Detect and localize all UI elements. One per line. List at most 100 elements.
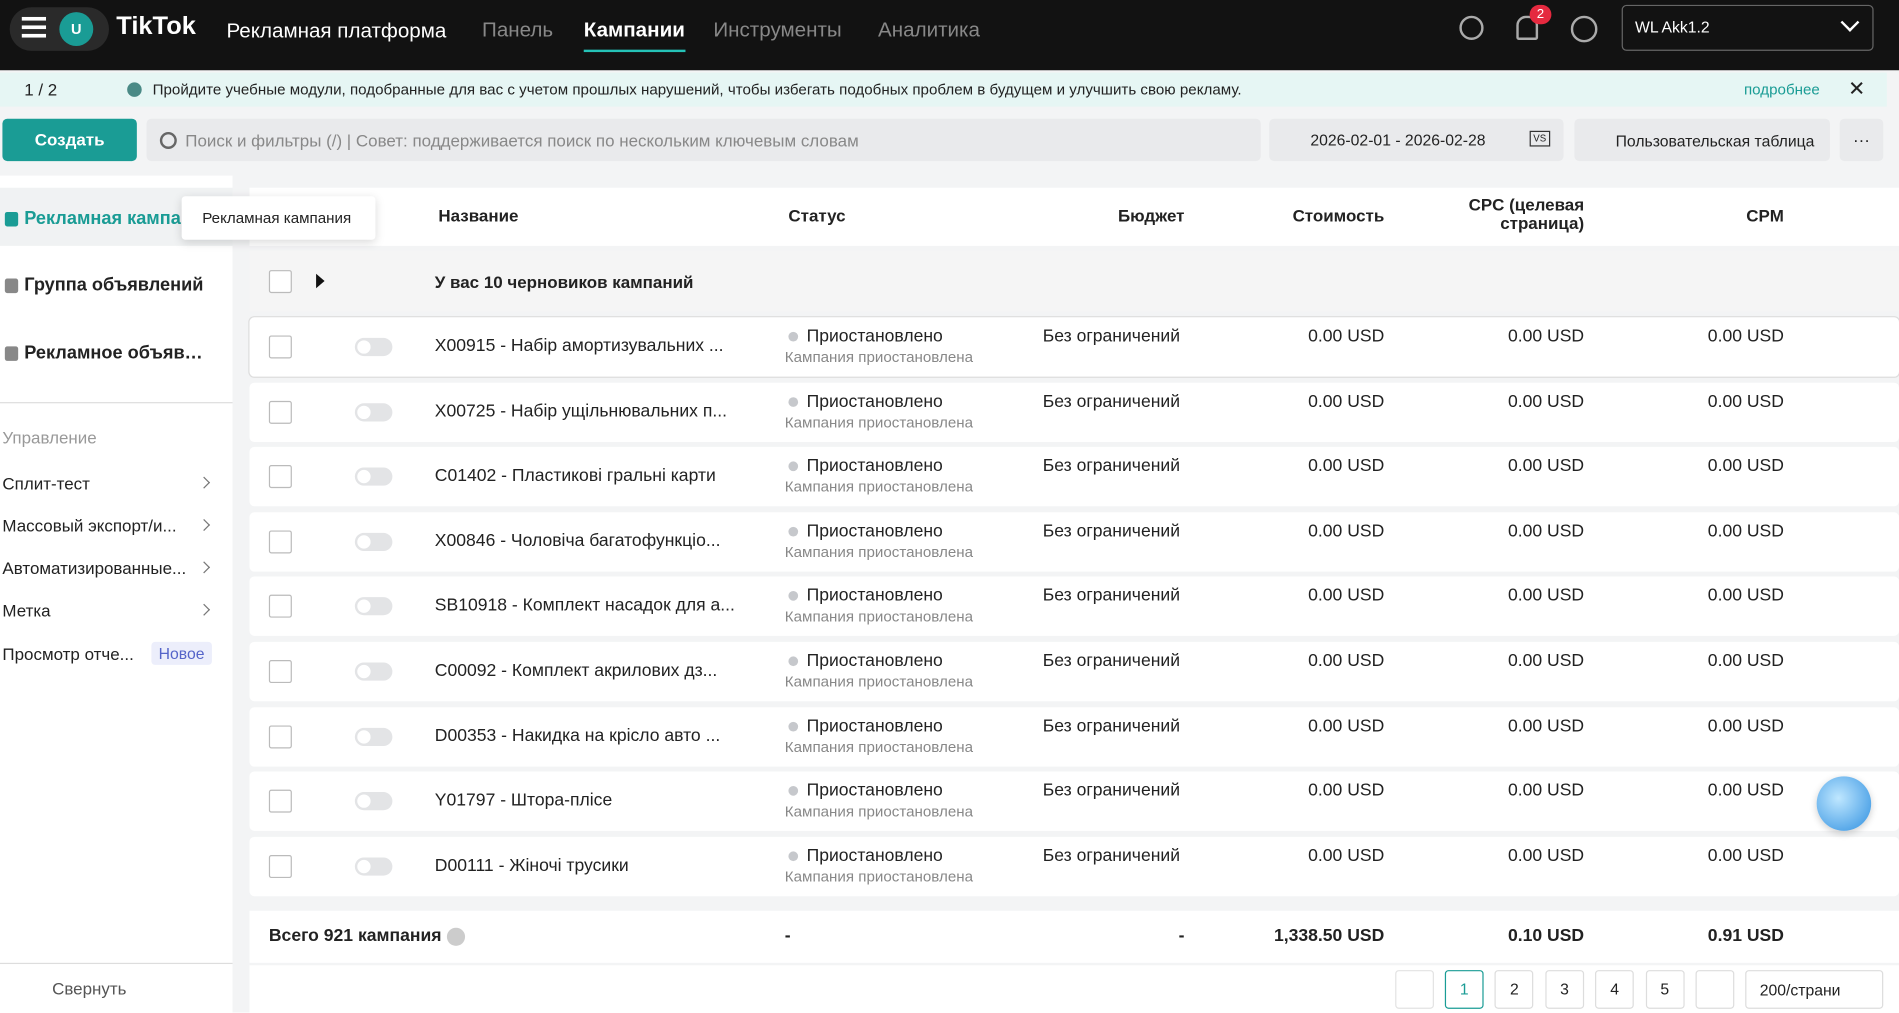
campaign-name[interactable]: C00092 - Комплект акрилових дз... — [434, 661, 718, 681]
checkbox[interactable] — [268, 465, 292, 489]
banner-link[interactable]: подробнее — [1743, 81, 1820, 99]
sidebar-item[interactable]: Метка — [2, 600, 51, 621]
search-box[interactable]: Поиск и фильтры (/) | Совет: поддерживае… — [146, 118, 1261, 162]
page-button[interactable]: 4 — [1595, 970, 1635, 1009]
cpc: 0.00 USD — [1507, 456, 1585, 477]
checkbox[interactable] — [268, 724, 292, 748]
create-button[interactable]: Создать — [2, 118, 137, 162]
close-icon[interactable]: ✕ — [1848, 77, 1866, 101]
checkbox[interactable] — [268, 660, 292, 684]
nav-link[interactable]: Инструменты — [713, 18, 842, 42]
level-link[interactable]: Группа объявлений — [24, 274, 204, 296]
campaign-name[interactable]: SB10918 - Комплект насадок для а... — [434, 596, 735, 616]
cost: 0.00 USD — [1308, 716, 1385, 736]
vs-button[interactable]: VS — [1529, 130, 1550, 147]
page-button[interactable]: 2 — [1494, 970, 1534, 1009]
status-dot — [788, 331, 799, 342]
column-header: CPC (целевая страница) — [1468, 194, 1585, 233]
draft-text: У вас 10 черновиков кампаний — [434, 272, 694, 292]
checkbox[interactable] — [268, 335, 292, 359]
nav-link[interactable]: Кампании — [583, 18, 685, 53]
prev-page[interactable] — [1395, 970, 1434, 1009]
search-icon[interactable] — [1459, 15, 1484, 40]
level-link[interactable]: Рекламная кампания — [24, 208, 206, 229]
campaign-name[interactable]: X00846 - Чоловіча багатофункціо... — [434, 531, 721, 551]
cost: 0.00 USD — [1308, 781, 1385, 801]
cpm: 0.00 USD — [1707, 716, 1784, 736]
per-page-select[interactable]: 200/страни — [1745, 970, 1884, 1009]
logo: TikTok — [116, 12, 196, 40]
status: Приостановлено — [806, 651, 943, 671]
banner-pager: 1 / 2 — [24, 79, 58, 100]
page-button[interactable]: 3 — [1545, 970, 1584, 1009]
status-dot — [788, 656, 799, 667]
cost: 0.00 USD — [1308, 521, 1385, 542]
column-header: CPM — [1746, 205, 1784, 226]
help-icon[interactable] — [1570, 15, 1598, 43]
cpm: 0.00 USD — [1707, 846, 1784, 866]
sidebar-item[interactable]: Просмотр отче... — [2, 644, 134, 664]
campaign-name[interactable]: Y01797 - Штора-плісе — [434, 791, 613, 811]
menu-icon — [21, 16, 47, 21]
expand-arrow[interactable] — [316, 273, 325, 289]
checkbox[interactable] — [268, 595, 292, 619]
campaign-name[interactable]: X00915 - Набір амортизувальних ... — [434, 336, 724, 357]
sidebar-item[interactable]: Автоматизированные... — [2, 558, 187, 578]
account-select[interactable]: WL Akk1.2 — [1621, 4, 1874, 51]
tooltip-text: Рекламная кампания — [202, 209, 352, 227]
platform-name: Рекламная платформа — [226, 19, 447, 43]
checkbox[interactable] — [268, 530, 292, 554]
toggle-knob — [357, 794, 371, 809]
toggle-knob — [357, 340, 371, 354]
cpc: 0.00 USD — [1507, 521, 1585, 542]
campaign-name[interactable]: C01402 - Пластикові гральні карти — [434, 466, 716, 486]
checkbox[interactable] — [268, 270, 292, 294]
cpc: 0.00 USD — [1507, 391, 1585, 412]
more-button[interactable]: ··· — [1839, 118, 1884, 162]
chevron — [1840, 12, 1860, 32]
page-button[interactable]: 5 — [1645, 970, 1685, 1009]
budget: Без ограничений — [1042, 586, 1181, 607]
level-icon — [4, 346, 19, 361]
total-cell: - — [784, 926, 791, 946]
nav-link[interactable]: Панель — [482, 18, 554, 42]
status-dot — [788, 526, 799, 537]
substatus: Кампания приостановлена — [784, 803, 974, 821]
total-cell: 0.91 USD — [1707, 926, 1784, 946]
campaign-name[interactable]: D00111 - Жіночі трусики — [434, 856, 629, 876]
budget: Без ограничений — [1042, 456, 1181, 477]
assistant-button[interactable] — [1816, 776, 1872, 831]
banner — [0, 72, 1887, 107]
campaign-name[interactable]: D00353 - Накидка на крісло авто ... — [434, 726, 721, 746]
next-page[interactable] — [1695, 970, 1735, 1009]
cpc: 0.00 USD — [1507, 586, 1585, 607]
custom-table-button[interactable] — [1574, 118, 1830, 162]
sidebar-item[interactable]: Сплит-тест — [2, 473, 90, 493]
page-button[interactable]: 1 — [1444, 970, 1484, 1009]
sidebar-item[interactable]: Массовый экспорт/и... — [2, 515, 177, 536]
bell-icon[interactable] — [1516, 15, 1539, 40]
nav-link[interactable]: Аналитика — [878, 18, 980, 42]
column-header: Статус — [788, 205, 846, 226]
cost: 0.00 USD — [1308, 846, 1385, 866]
toggle-knob — [357, 405, 371, 419]
pagination-bar — [249, 965, 1899, 1013]
collapse-button[interactable]: Свернуть — [52, 978, 127, 998]
total-cell: 0.10 USD — [1507, 926, 1585, 946]
checkbox[interactable] — [268, 400, 292, 424]
toggle-knob — [357, 470, 371, 484]
date-range: 2026-02-01 - 2026-02-28 — [1310, 130, 1486, 149]
level-link[interactable]: Рекламное объявле... — [24, 342, 206, 364]
avatar[interactable]: U — [59, 12, 94, 47]
date-picker[interactable] — [1269, 118, 1564, 162]
checkbox[interactable] — [268, 789, 292, 813]
substatus: Кампания приостановлена — [784, 348, 974, 366]
budget: Без ограничений — [1042, 846, 1181, 866]
campaign-name[interactable]: X00725 - Набір ущільнювальних п... — [434, 401, 728, 421]
cpm: 0.00 USD — [1707, 521, 1784, 542]
table-row — [249, 641, 1899, 702]
total-cell: 1,338.50 USD — [1273, 926, 1385, 946]
checkbox[interactable] — [268, 854, 292, 878]
info-icon — [127, 82, 142, 97]
new-badge: Новое — [151, 641, 212, 665]
